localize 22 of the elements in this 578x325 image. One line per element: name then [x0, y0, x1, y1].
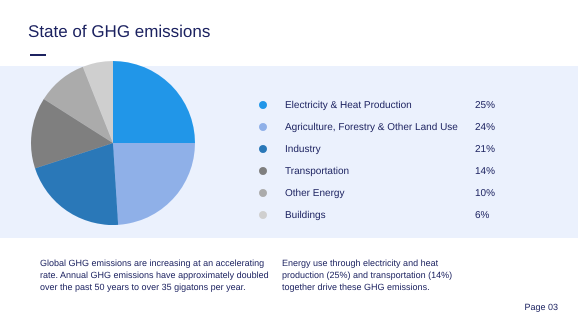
legend-label: Buildings	[285, 210, 327, 220]
pie-slice	[113, 143, 195, 225]
data-label: 25%	[475, 100, 496, 110]
legend-label: Transportation	[285, 166, 350, 176]
data-label: 21%	[475, 144, 496, 154]
data-label: 24%	[475, 122, 496, 132]
legend-label: Other Energy	[285, 188, 346, 198]
pie-slice	[31, 99, 113, 168]
chart-title: State of GHG emissions	[28, 22, 210, 42]
data-label: 14%	[475, 166, 496, 176]
data-label: 6%	[475, 210, 490, 220]
legend-label: Agriculture, Forestry & Other Land Use	[285, 122, 459, 132]
pie-slice	[82, 61, 113, 143]
text: Energy use through electricity and heat production (25%) and transportation (14%) together drive these GHG emissions.	[282, 257, 454, 293]
pie-slice	[113, 61, 195, 143]
text: Global GHG emissions are increasing at an accelerating rate. Annual GHG emissions have approximately doubled over the past 50 years to over 35 gigatons per year.	[40, 257, 270, 293]
legend-label: Industry	[285, 144, 322, 154]
pie-slice	[44, 66, 113, 143]
pie-slice	[35, 143, 118, 225]
text: Page 03	[524, 302, 558, 312]
legend-label: Electricity & Heat Production	[285, 100, 413, 110]
data-label: 10%	[475, 188, 496, 198]
